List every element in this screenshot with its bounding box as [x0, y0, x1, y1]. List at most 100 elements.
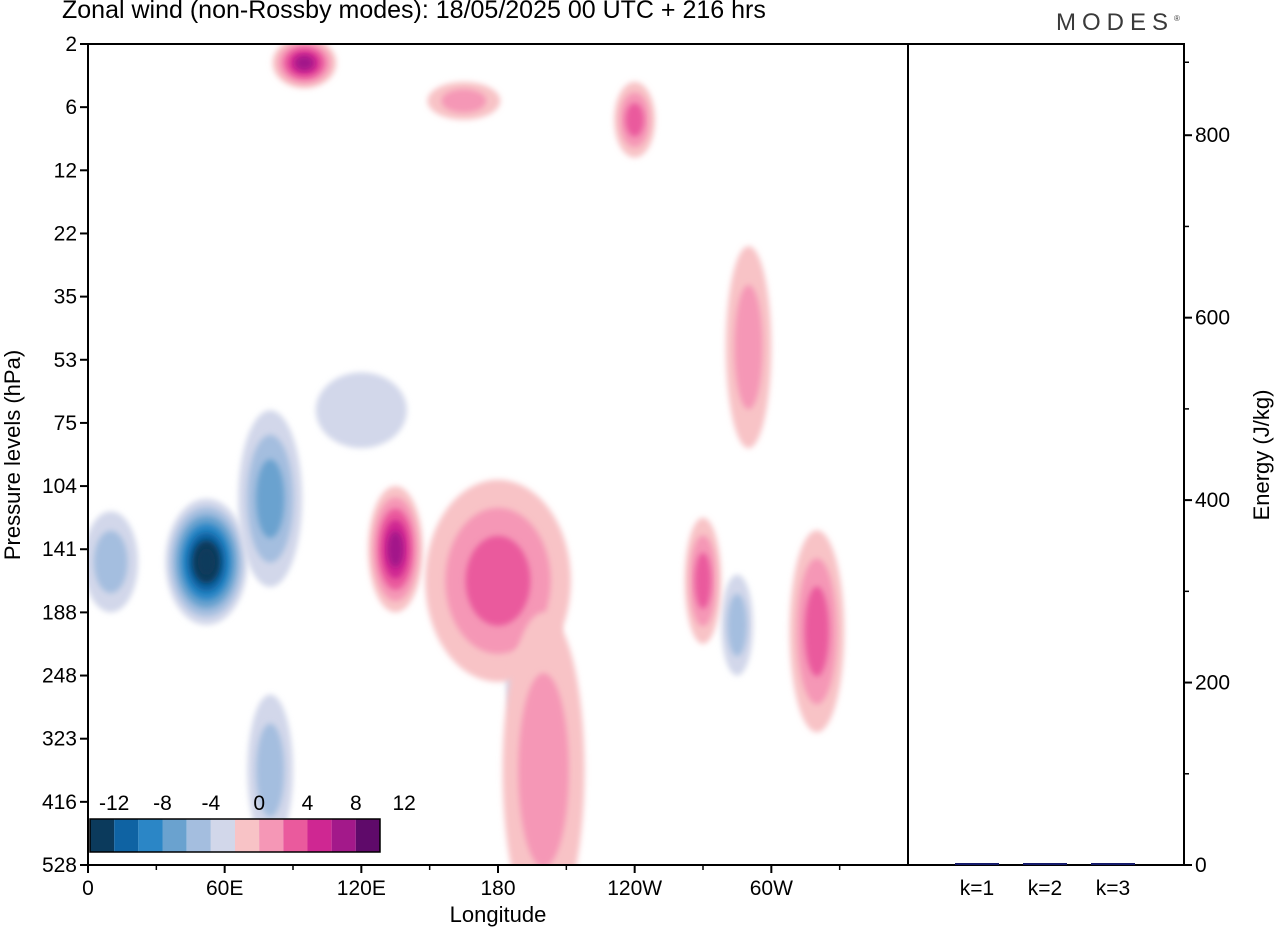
- energy-y-tick-label: 0: [1195, 854, 1207, 877]
- energy-y-axis: 0 200 400 600 800: [1184, 61, 1230, 877]
- contour-band: [734, 284, 763, 410]
- energy-frame: [907, 43, 1185, 866]
- x-axis-title: Longitude: [450, 902, 547, 927]
- heatmap-feature: [238, 410, 303, 588]
- energy-y-tick-label: 400: [1195, 489, 1230, 512]
- heatmap-feature: [684, 517, 722, 644]
- energy-x-label: k=2: [1028, 877, 1062, 900]
- x-tick-label: 60W: [750, 877, 793, 900]
- y-axis: 2 6 12 22 35 53 75 104 141 188 248 323 416 528: [42, 33, 88, 877]
- energy-x-label: k=3: [1096, 877, 1130, 900]
- y-tick-label: 12: [54, 159, 77, 182]
- energy-x-axis: k=1 k=2 k=3: [960, 877, 1130, 900]
- energy-x-label: k=1: [960, 877, 994, 900]
- y-tick-label: 2: [65, 33, 77, 56]
- colorbar-frame: [89, 818, 381, 853]
- brand-mark: ®: [1174, 14, 1180, 23]
- chart-title: Zonal wind (non-Rossby modes): 18/05/202…: [62, 0, 766, 24]
- y-tick-label: 22: [54, 222, 77, 245]
- colorbar-box: [210, 819, 235, 852]
- energy-panel: k=1 k=2 k=3 0 200 400 600 800 Energy (J/kg): [907, 43, 1274, 900]
- heatmap-feature: [272, 44, 337, 89]
- colorbar-box: [283, 819, 308, 852]
- colorbar: -12 -8 -4 0 4 8 12: [89, 792, 416, 853]
- contour-band: [315, 372, 407, 449]
- y-tick-label: 75: [54, 412, 77, 435]
- x-tick-label: 120E: [337, 877, 386, 900]
- y-tick-label: 528: [42, 854, 77, 877]
- colorbar-box: [186, 819, 211, 852]
- heatmap-field: [88, 44, 845, 865]
- colorbar-box: [162, 819, 187, 852]
- colorbar-box: [331, 819, 356, 852]
- contour-band: [197, 548, 216, 576]
- y-tick-label: 53: [54, 349, 77, 372]
- colorbar-box: [138, 819, 163, 852]
- energy-bars: [955, 863, 1135, 865]
- colorbar-label: -12: [99, 792, 129, 815]
- y-tick-label: 248: [42, 665, 77, 688]
- brand-text: MODES: [1056, 9, 1175, 36]
- colorbar-box: [235, 819, 260, 852]
- contour-band: [694, 552, 712, 609]
- colorbar-label: 4: [302, 792, 314, 815]
- y-tick-label: 141: [42, 538, 77, 561]
- contour-band: [625, 102, 644, 137]
- heatmap-feature: [247, 694, 293, 847]
- contour-band: [295, 55, 314, 71]
- colorbar-label: 12: [392, 792, 415, 815]
- colorbar-label: -4: [201, 792, 220, 815]
- y-tick-label: 188: [42, 601, 77, 624]
- y-tick-label: 416: [42, 791, 77, 814]
- colorbar-label: 8: [350, 792, 362, 815]
- y-tick-label: 35: [54, 286, 77, 309]
- heatmap-feature: [721, 574, 754, 676]
- contour-band: [518, 673, 569, 865]
- heatmap-feature: [88, 511, 139, 613]
- heatmap-feature: [165, 498, 248, 626]
- x-axis: 0 60E 120E 180 120W 60W: [82, 865, 841, 900]
- x-tick-label: 0: [82, 877, 94, 900]
- colorbar-box: [259, 819, 284, 852]
- contour-band: [93, 530, 128, 593]
- contour-band: [727, 593, 747, 657]
- heatmap-feature: [789, 530, 845, 733]
- heatmap-feature: [725, 246, 772, 449]
- colorbar-labels: -12 -8 -4 0 4 8 12: [99, 792, 416, 815]
- brand-logo: MODES®: [1056, 9, 1180, 37]
- contour-band: [256, 723, 285, 817]
- energy-bar: [955, 863, 999, 865]
- y-tick-label: 323: [42, 728, 77, 751]
- colorbar-label: 0: [253, 792, 265, 815]
- colorbar-box: [114, 819, 139, 852]
- x-tick-label: 60E: [206, 877, 243, 900]
- energy-bar: [1023, 863, 1067, 865]
- heatmap-feature: [315, 372, 407, 449]
- energy-bar: [1091, 863, 1135, 865]
- heatmap-panel: 0 60E 120E 180 120W 60W 2 6 12 22 35 53 75 104 141 188…: [0, 33, 909, 927]
- colorbar-box: [90, 819, 115, 852]
- contour-band: [387, 531, 404, 568]
- colorbar-label: -8: [153, 792, 172, 815]
- y-tick-label: 104: [42, 475, 77, 498]
- x-tick-label: 180: [480, 877, 515, 900]
- y-tick-label: 6: [65, 96, 77, 119]
- y-axis-title: Pressure levels (hPa): [0, 350, 25, 560]
- colorbar-box: [307, 819, 332, 852]
- contour-band: [441, 89, 487, 113]
- heatmap-feature: [368, 486, 423, 613]
- contour-band: [465, 535, 531, 626]
- energy-y-tick-label: 600: [1195, 307, 1230, 330]
- contour-band: [804, 586, 830, 677]
- heatmap-feature: [427, 81, 501, 120]
- contour-band: [256, 459, 285, 539]
- heatmap-feature: [502, 612, 585, 865]
- heatmap-background: [88, 44, 908, 865]
- colorbar-box: [355, 819, 380, 852]
- energy-axis-title: Energy (J/kg): [1249, 390, 1274, 521]
- energy-y-tick-label: 200: [1195, 672, 1230, 695]
- x-tick-label: 120W: [607, 877, 662, 900]
- colorbar-boxes: [89, 818, 381, 853]
- heatmap-feature: [614, 81, 656, 158]
